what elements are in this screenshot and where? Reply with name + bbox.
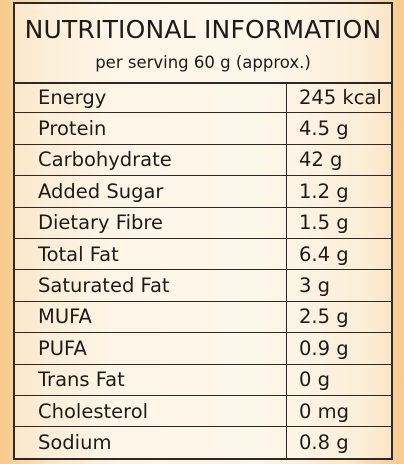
nutrient-name: PUFA xyxy=(15,333,287,364)
table-row: Protein 4.5 g xyxy=(15,113,391,145)
nutrient-name: Trans Fat xyxy=(15,364,287,395)
table-row: Cholesterol 0 mg xyxy=(15,395,391,428)
table-row: MUFA 2.5 g xyxy=(15,301,391,334)
table-row: Dietary Fibre 1.5 g xyxy=(15,207,391,239)
nutrient-value: 4.5 g xyxy=(299,117,349,141)
nutrient-name: Sodium xyxy=(15,427,287,459)
nutrient-value: 0 g xyxy=(299,368,330,392)
nutrient-value: 0 mg xyxy=(299,399,349,423)
label-title: NUTRITIONAL INFORMATION xyxy=(24,15,382,44)
nutrient-name: Dietary Fibre xyxy=(15,207,287,238)
nutrient-name: Energy xyxy=(15,82,287,113)
nutrition-table: Energy 245 kcal Protein 4.5 g Carbohydra… xyxy=(15,82,391,459)
table-row: Carbohydrate 42 g xyxy=(15,144,391,177)
nutrient-value: 1.5 g xyxy=(299,211,349,235)
table-row: Energy 245 kcal xyxy=(15,82,391,114)
label-subtitle: per serving 60 g (approx.) xyxy=(95,53,311,72)
label-header: NUTRITIONAL INFORMATION per serving 60 g… xyxy=(15,4,391,84)
nutrient-name: Total Fat xyxy=(15,238,287,270)
table-row: Total Fat 6.4 g xyxy=(15,238,391,271)
nutrient-name: Added Sugar xyxy=(15,176,287,207)
nutrient-value: 1.2 g xyxy=(299,179,349,203)
nutrient-value: 3 g xyxy=(299,274,330,298)
nutrient-value: 6.4 g xyxy=(299,242,349,266)
nutrient-value: 245 kcal xyxy=(299,85,382,109)
nutrient-value: 0.9 g xyxy=(299,336,349,360)
nutrition-label: NUTRITIONAL INFORMATION per serving 60 g… xyxy=(13,2,393,460)
nutrient-name: Cholesterol xyxy=(15,395,287,427)
table-row: Added Sugar 1.2 g xyxy=(15,176,391,208)
table-row: PUFA 0.9 g xyxy=(15,333,391,365)
nutrient-name: MUFA xyxy=(15,301,287,333)
nutrient-name: Carbohydrate xyxy=(15,144,287,176)
nutrient-name: Saturated Fat xyxy=(15,270,287,301)
nutrient-value: 2.5 g xyxy=(299,305,349,329)
table-row: Saturated Fat 3 g xyxy=(15,270,391,302)
table-row: Sodium 0.8 g xyxy=(15,427,391,459)
nutrient-value: 0.8 g xyxy=(299,431,349,455)
nutrient-name: Protein xyxy=(15,113,287,144)
nutrient-value: 42 g xyxy=(299,148,343,172)
table-row: Trans Fat 0 g xyxy=(15,364,391,396)
